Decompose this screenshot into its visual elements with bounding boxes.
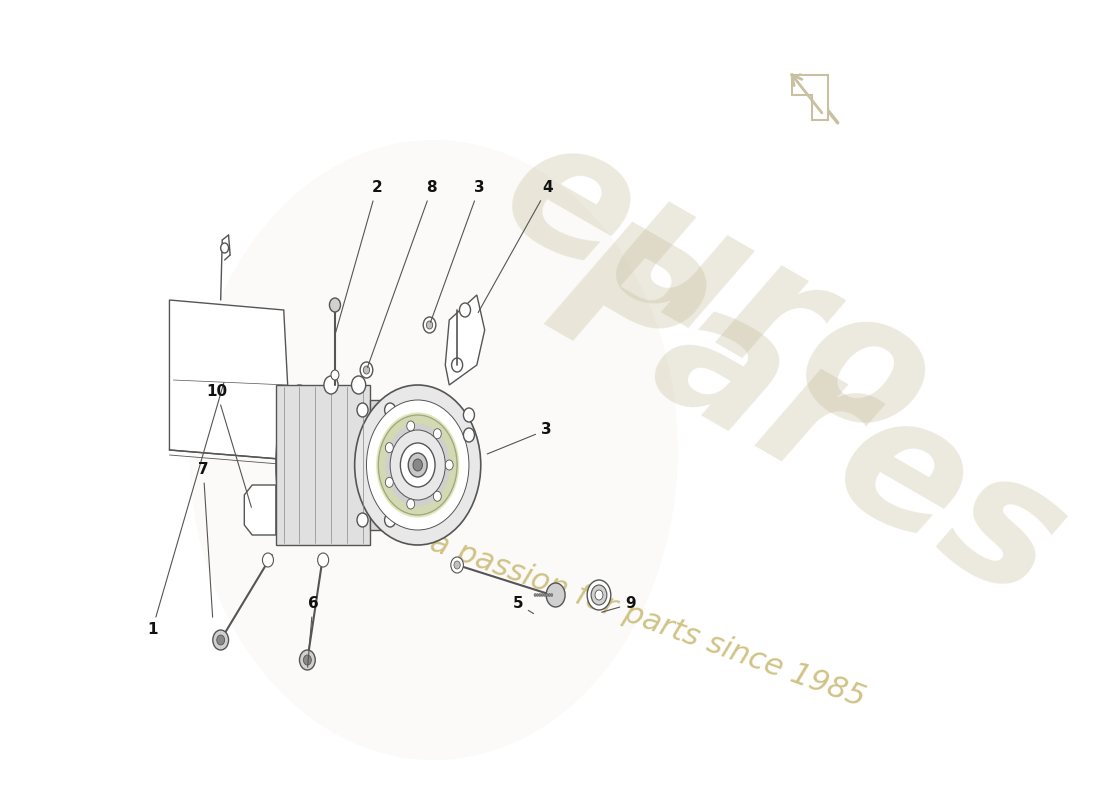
Circle shape [433,491,441,502]
Text: 8: 8 [367,181,437,367]
Circle shape [547,583,565,607]
Polygon shape [276,385,371,545]
Circle shape [463,408,474,422]
Text: a passion for parts since 1985: a passion for parts since 1985 [426,527,869,713]
Circle shape [591,585,607,605]
Circle shape [408,453,427,477]
Circle shape [263,553,274,567]
Circle shape [412,459,422,471]
Text: 9: 9 [602,597,636,612]
Circle shape [217,635,224,645]
Circle shape [189,140,678,760]
Text: 4: 4 [478,181,553,313]
Circle shape [595,590,603,600]
Circle shape [329,298,341,312]
Text: 10: 10 [206,385,252,507]
Circle shape [304,655,311,665]
Circle shape [407,421,415,431]
Polygon shape [792,75,827,120]
Circle shape [385,478,393,487]
Circle shape [212,630,229,650]
Text: 6: 6 [308,597,318,667]
Polygon shape [244,485,276,535]
Circle shape [331,370,339,380]
Circle shape [463,428,474,442]
Circle shape [221,243,229,253]
Circle shape [352,376,365,394]
Circle shape [546,594,548,597]
Circle shape [424,317,436,333]
Circle shape [366,400,469,530]
Circle shape [550,594,553,597]
Polygon shape [169,300,292,460]
Circle shape [427,321,432,329]
Circle shape [358,513,368,527]
Circle shape [385,513,396,527]
Circle shape [358,403,368,417]
Circle shape [452,358,463,372]
Circle shape [400,443,434,487]
Text: 5: 5 [513,597,534,614]
Text: euro: euro [473,98,962,482]
Circle shape [537,594,539,597]
Circle shape [407,499,415,509]
Circle shape [460,303,471,317]
Circle shape [543,594,546,597]
Text: 3: 3 [430,181,484,322]
Circle shape [385,442,393,453]
Circle shape [433,429,441,438]
Circle shape [385,403,396,417]
Circle shape [446,460,453,470]
Polygon shape [446,295,485,385]
Text: 7: 7 [198,462,212,618]
Ellipse shape [276,385,323,545]
Circle shape [548,594,550,597]
Polygon shape [371,400,398,530]
Circle shape [587,580,610,610]
Circle shape [299,650,316,670]
Circle shape [451,557,463,573]
Text: Pares: Pares [520,203,1094,637]
Circle shape [378,415,458,515]
Text: 1: 1 [147,382,223,638]
Circle shape [541,594,543,597]
Text: 2: 2 [336,181,382,332]
Text: 3: 3 [487,422,551,454]
Circle shape [354,385,481,545]
Circle shape [539,594,541,597]
Circle shape [534,594,537,597]
Circle shape [390,430,446,500]
Circle shape [323,376,338,394]
Circle shape [454,561,460,569]
Circle shape [318,553,329,567]
Circle shape [363,366,370,374]
Circle shape [360,362,373,378]
